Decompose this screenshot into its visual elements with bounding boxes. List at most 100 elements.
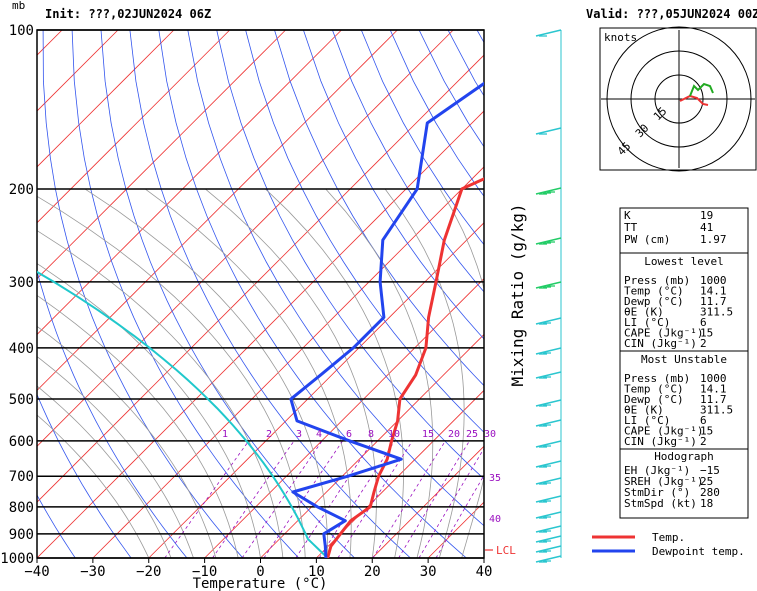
hodo-trace-mid [689, 82, 714, 97]
isotherm-line [316, 389, 484, 558]
wind-barb [535, 545, 562, 553]
index-row-label: K [624, 209, 631, 222]
hodo-stat-row-label: SREH (Jkg⁻¹) [624, 475, 703, 488]
dry-adiabat [129, 30, 411, 558]
hodograph-units: knots [604, 31, 637, 44]
x-axis-label: Temperature (°C) [193, 576, 328, 591]
x-tick-label: −10 [192, 564, 217, 580]
dry-adiabat [42, 30, 244, 558]
x-tick-label: −30 [80, 564, 105, 580]
lowest-row-value: 11.7 [700, 295, 727, 308]
lowest-row-label: LI (°C) [624, 316, 670, 329]
lowest-row-label: CIN (Jkg⁻¹) [624, 337, 697, 350]
wind-barbs [535, 29, 562, 563]
isotherm-line [371, 445, 484, 558]
dry-adiabat [100, 30, 355, 558]
wind-barb [535, 477, 562, 485]
unstable-row-label: LI (°C) [624, 414, 670, 427]
hodo-trace-low [679, 94, 709, 106]
hodo-stat-row-value: 25 [700, 475, 713, 488]
mixing-ratio-label: 40 [489, 514, 501, 525]
wind-barb [535, 511, 562, 519]
unstable-row-label: Dewp (°C) [624, 393, 684, 406]
hodo-stat-row-label: StmDir (°) [624, 486, 690, 499]
isotherm-line [37, 30, 454, 447]
dry-adiabat [216, 30, 484, 480]
x-tick-label: 20 [364, 564, 381, 580]
unstable-row-value: 6 [700, 414, 707, 427]
hodo-stat-row-value: −15 [700, 464, 720, 477]
hodo-stat-row-label: StmSpd (kt) [624, 497, 697, 510]
wind-barb [535, 495, 562, 503]
hodograph: knots 15 30 45 [599, 26, 757, 172]
dewpoint-profile [289, 81, 484, 558]
lowest-row-label: Press (mb) [624, 274, 690, 287]
x-tick-label: 30 [420, 564, 437, 580]
mixing-ratio-line [212, 440, 295, 558]
wind-barb [535, 237, 562, 245]
index-row-value: 1.97 [700, 233, 727, 246]
valid-time: Valid: ???,05JUN2024 00Z [586, 7, 757, 21]
y-tick-label: 700 [9, 469, 34, 485]
mixing-ratio-label: 20 [448, 429, 460, 440]
dry-adiabat [245, 30, 484, 433]
hodo-stat-row-value: 18 [700, 497, 713, 510]
wind-barb [535, 29, 562, 37]
x-tick-label: 0 [256, 564, 264, 580]
wind-barb [535, 347, 562, 355]
wind-barb [535, 460, 562, 468]
index-row-label: TT [624, 221, 638, 234]
wind-barb [535, 317, 562, 325]
mixing-ratio-label: 1 [222, 429, 228, 440]
y-tick-label: 900 [9, 527, 34, 543]
dry-adiabat [274, 30, 484, 387]
lowest-level-title: Lowest level [644, 255, 723, 268]
wind-barb [535, 399, 562, 407]
plot-frame [36, 29, 485, 559]
legend: Temp. Dewpoint temp. [592, 531, 745, 558]
mixing-ratio-line [398, 440, 470, 558]
lcl-label: LCL [496, 544, 516, 557]
x-tick-label: −40 [24, 564, 49, 580]
y-tick-label: 200 [9, 182, 34, 198]
isotherm-line [37, 30, 398, 391]
isotherm-line [37, 30, 175, 168]
unstable-row-value: 1000 [700, 372, 727, 385]
mixing-ratio-label: 10 [388, 429, 400, 440]
unstable-row-value: 2 [700, 435, 707, 448]
moist-adiabat [384, 188, 465, 558]
x-tick-label: 10 [308, 564, 325, 580]
lowest-row-value: 1000 [700, 274, 727, 287]
y-tick-label: 1000 [0, 551, 34, 567]
mixing-ratio-label: 8 [368, 429, 374, 440]
unstable-row-value: 14.1 [700, 383, 727, 396]
legend-temp-label: Temp. [652, 531, 685, 544]
unstable-row-label: θE (K) [624, 404, 664, 417]
isotherm-line [37, 30, 231, 224]
unstable-row-value: 311.5 [700, 404, 733, 417]
wind-barb [535, 127, 562, 135]
y-tick-label: 500 [9, 392, 34, 408]
y-tick-label: 600 [9, 434, 34, 450]
isotherm-line [92, 166, 484, 558]
lowest-row-label: Dewp (°C) [624, 295, 684, 308]
legend-dewpoint-label: Dewpoint temp. [652, 545, 745, 558]
lowest-row-value: 311.5 [700, 306, 733, 319]
wind-barb [535, 187, 562, 195]
isotherm-line [204, 278, 484, 558]
wind-barb [535, 525, 562, 533]
isotherm-line [0, 30, 6, 558]
dry-adiabat [37, 494, 76, 558]
mixing-ratio-label: 6 [346, 429, 352, 440]
unstable-row-label: CAPE (Jkg⁻¹) [624, 425, 703, 438]
index-row-label: PW (cm) [624, 233, 670, 246]
index-row-value: 41 [700, 221, 713, 234]
lowest-row-label: CAPE (Jkg⁻¹) [624, 327, 703, 340]
wind-barb [535, 535, 562, 543]
mixing-ratio-label: 4 [316, 429, 322, 440]
y-tick-label: 100 [9, 23, 34, 39]
mixing-ratio-label: 35 [489, 473, 501, 484]
unstable-row-value: 15 [700, 425, 713, 438]
unstable-row-value: 11.7 [700, 393, 727, 406]
